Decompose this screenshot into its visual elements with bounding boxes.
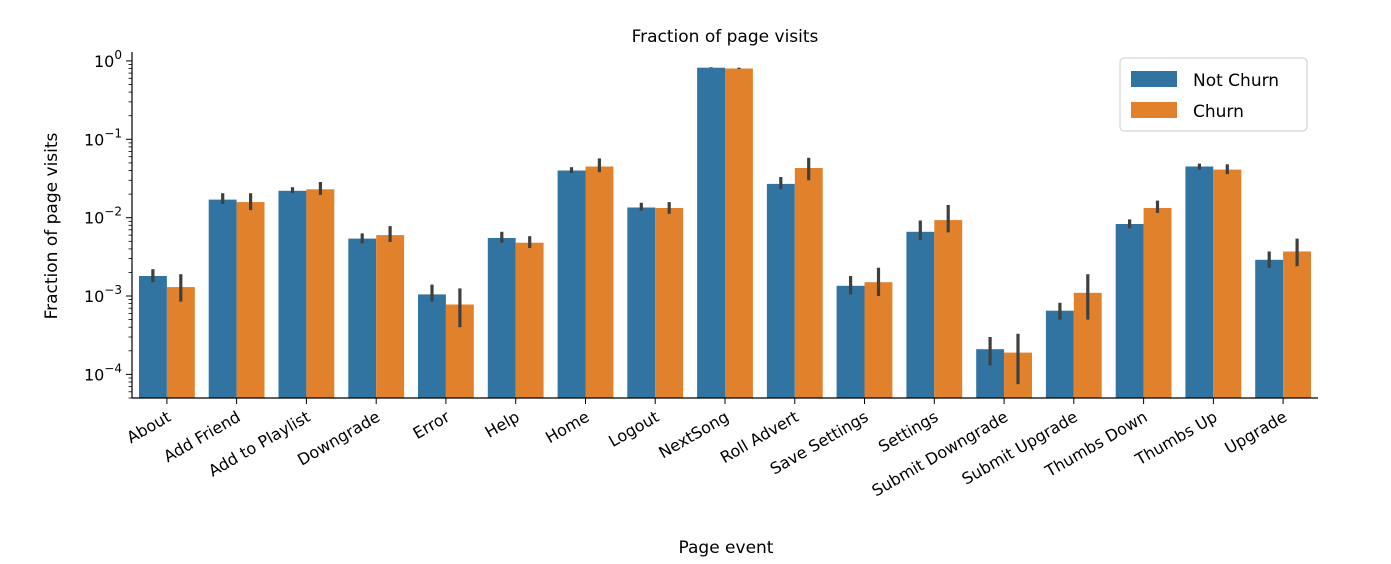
bar-not-churn-nextsong (697, 67, 725, 398)
bar-churn-roll-advert (794, 168, 823, 398)
x-tick-label-error: Error (410, 407, 454, 443)
bar-not-churn-add-friend (208, 199, 237, 398)
bar-churn-logout (655, 208, 684, 398)
bar-not-churn-home (557, 170, 586, 398)
bar-churn-about (166, 287, 195, 398)
bar-not-churn-save-settings (836, 285, 865, 398)
y-tick-label-minus-3: 10−3 (84, 283, 122, 306)
x-tick-label-logout: Logout (605, 407, 662, 451)
y-tick-label-minus-1: 10−1 (84, 126, 122, 149)
y-tick-label-0: 100 (94, 48, 122, 71)
bar-not-churn-help (487, 238, 516, 398)
y-tick-label-minus-4: 10−4 (84, 361, 122, 384)
bar-not-churn-downgrade (348, 238, 377, 398)
x-tick-label-upgrade: Upgrade (1221, 407, 1290, 458)
bar-not-churn-add-to-playlist (278, 190, 307, 398)
bar-churn-nextsong (725, 68, 753, 398)
bar-not-churn-thumbs-up (1185, 166, 1214, 398)
bar-not-churn-about (139, 276, 167, 398)
y-axis: 10−4 10−3 10−2 10−1 100 (84, 48, 133, 399)
bar-churn-thumbs-up (1213, 169, 1242, 398)
y-axis-label: Fraction of page visits (42, 132, 62, 319)
legend-swatch-not-churn (1131, 71, 1177, 87)
bar-not-churn-upgrade (1255, 259, 1284, 398)
bar-not-churn-logout (627, 207, 656, 398)
y-tick-label-minus-2: 10−2 (84, 205, 122, 228)
bar-churn-help (515, 242, 544, 398)
bar-churn-settings (934, 220, 963, 398)
legend-label-churn: Churn (1193, 102, 1244, 122)
bar-churn-thumbs-down (1143, 208, 1172, 398)
x-tick-label-help: Help (482, 407, 523, 442)
bar-not-churn-submit-upgrade (1045, 310, 1074, 398)
x-tick-label-submit-upgrade: Submit Upgrade (959, 407, 1081, 489)
bar-not-churn-settings (906, 231, 935, 398)
bars-layer (139, 67, 1311, 398)
bar-churn-downgrade (376, 235, 405, 398)
x-tick-label-about: About (123, 407, 173, 447)
chart-title: Fraction of page visits (632, 27, 819, 47)
bar-not-churn-error (418, 294, 446, 398)
bar-churn-upgrade (1283, 251, 1311, 398)
error-bars-layer (151, 67, 1299, 385)
legend: Not Churn Churn (1119, 57, 1308, 132)
bar-not-churn-roll-advert (766, 183, 795, 398)
bar-churn-add-friend (236, 202, 265, 398)
x-tick-label-home: Home (542, 407, 592, 447)
bar-not-churn-thumbs-down (1115, 224, 1144, 398)
x-axis-label: Page event (679, 538, 774, 558)
bar-churn-home (585, 166, 614, 398)
legend-label-not-churn: Not Churn (1193, 71, 1279, 91)
legend-swatch-churn (1131, 102, 1177, 118)
bar-churn-save-settings (864, 282, 893, 398)
bar-churn-add-to-playlist (306, 189, 335, 398)
